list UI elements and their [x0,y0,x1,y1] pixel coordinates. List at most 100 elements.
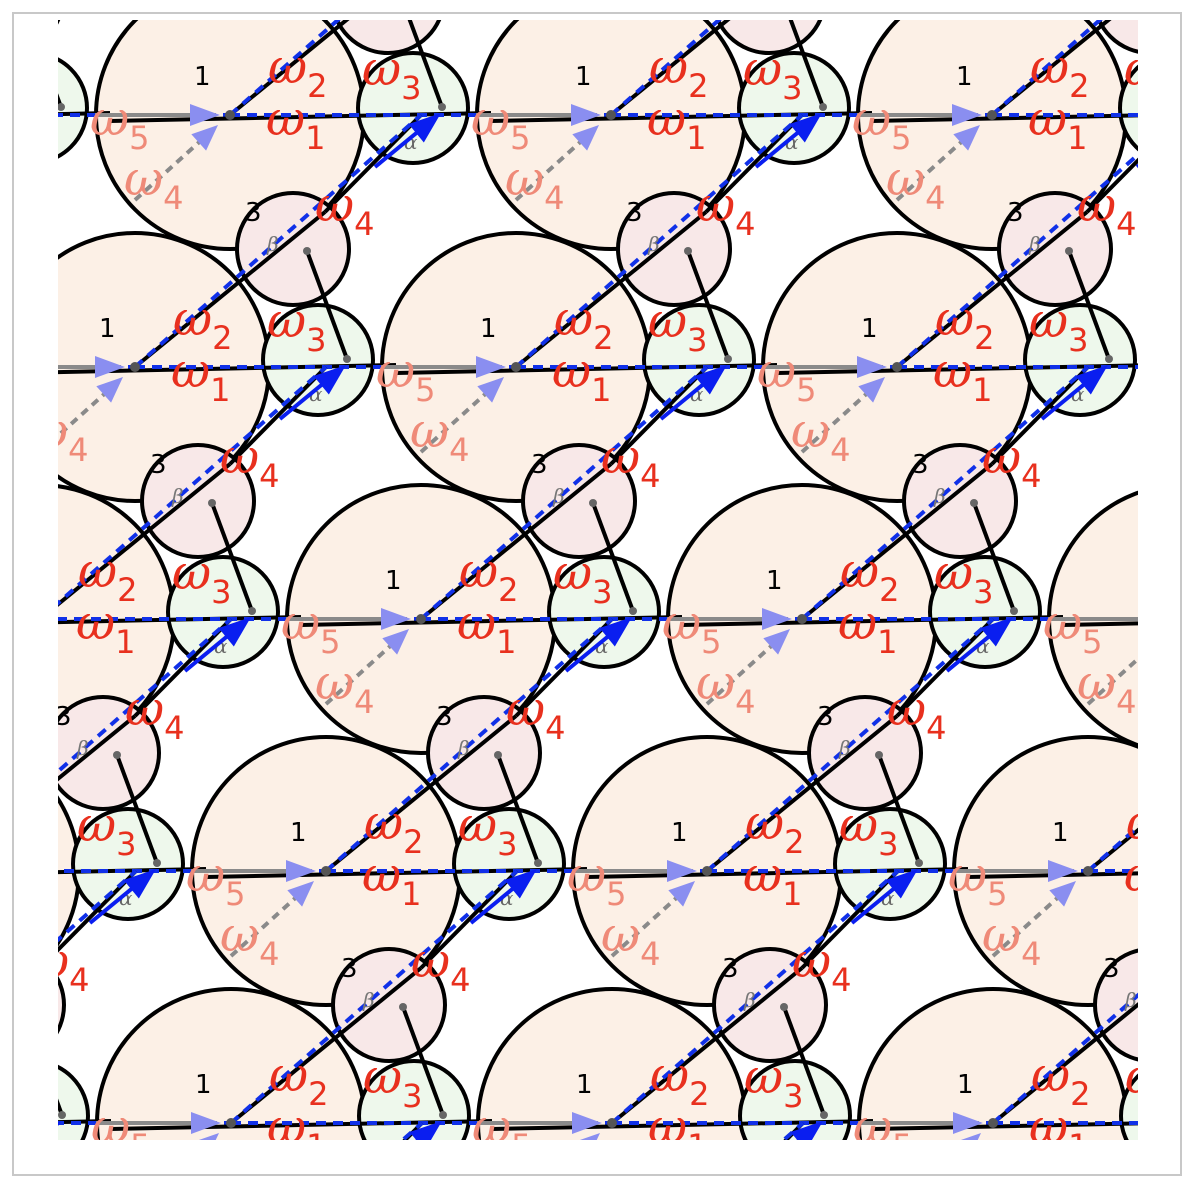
faded-arrow-diag-shaft [1183,379,1198,452]
vertex-dot-bottom [248,607,256,615]
omega-3-label: ω3 [743,41,803,107]
beta-angle-label: β [838,736,851,760]
omega-3-label: ω3 [648,293,708,359]
omega-1-label: ω1 [1029,1099,1089,1165]
small-circle-bottom [833,807,947,921]
dashed-diagonal [229,869,519,1125]
faded-arrow-diag-head [382,629,409,655]
big-circle-label: 1 [385,566,402,596]
edge-connector [972,502,1016,612]
edge-diagonal [1183,464,1198,619]
omega-4-label: ω4 [792,933,852,999]
dashed-diagonal [991,992,1138,1125]
small-circle-label: 3 [1007,198,1024,228]
beta-angle-label: β [266,232,279,256]
omega-3-label: ω3 [934,545,994,611]
small-circle-top [521,443,637,559]
vertex-dot [511,362,521,372]
vertex-dot-bottom [820,1111,828,1119]
omega-2-label: ω2 [649,39,709,105]
tile-edges [1158,115,1198,373]
faded-arrow-horiz-head [95,356,125,378]
small-circle-label: 3 [626,198,643,228]
small-circle-top [58,20,61,25]
omega-5-faded-label: ω5 [471,91,531,157]
faded-arrow-diag-head [96,377,123,403]
omega-4-label: ω4 [220,429,280,495]
small-circle-top [616,191,732,307]
edge-connector [1067,250,1111,360]
faded-arrow-horiz-head [572,1112,602,1134]
omega-2-label: ω2 [935,291,995,357]
vertex-dot-top [875,751,883,759]
big-circle-label: 1 [480,314,497,344]
omega-2-label: ω2 [269,1047,329,1113]
omega-1-label: ω1 [647,91,707,157]
edge-diagonal-upper [1183,871,1198,968]
big-circle-label: 1 [861,314,878,344]
vertex-dot-top [1065,247,1073,255]
small-circle-bottom [928,555,1042,669]
tile [1144,193,1198,501]
omega-1-label: ω1 [1028,91,1088,157]
outgoing-arrow-head [599,617,632,647]
edge-connector [496,754,540,864]
faded-arrow-diag-shaft [208,1133,219,1140]
faded-arrow-horiz-head [1048,860,1078,882]
small-circle-bottom [71,807,185,921]
small-circle-top [235,191,351,307]
vertex-dot [1178,614,1188,624]
faded-arrow-horiz-head [286,860,316,882]
vertex-dot-bottom [724,355,732,363]
big-circle-label: 1 [575,62,592,92]
small-circle-top [1096,20,1138,54]
edge-horizontal [0,365,15,373]
faded-arrow-horiz-head [190,104,220,126]
vertex-dot [607,1118,617,1128]
beta-angle-label: β [743,988,756,1012]
edge-connector [686,250,730,360]
small-circle-label: 3 [722,954,739,984]
edge-horizontal [58,867,207,875]
dashed-diagonal [419,365,709,621]
omega-4-faded-label: ω4 [1077,655,1137,721]
faded-arrow-diag-head [477,377,504,403]
vertex-dot-top [779,0,787,3]
vertex-dot-top [1160,0,1168,3]
faded-arrow-diag-head [287,881,314,907]
small-circle-top [997,191,1113,307]
vertex-dot [416,614,426,624]
omega-2-label: ω2 [0,795,43,861]
outgoing-arrow-head [504,869,537,899]
tile-edges [0,0,230,117]
omega-4-label: ω4 [1078,1185,1138,1192]
beta-angle-label: β [457,736,470,760]
small-circle-label: 3 [1103,954,1120,984]
edge-diagonal [0,0,39,115]
omega-4-label: ω4 [1173,933,1198,999]
dashed-diagonal [800,365,1090,621]
faded-arrow-diag-head [1144,629,1171,655]
vertex-dot-top [1161,1003,1169,1011]
omega-4-label: ω4 [696,177,756,243]
outgoing-arrow-head [980,617,1013,647]
vertex-dot-top [684,247,692,255]
omega-5-faded-label: ω5 [1138,343,1198,409]
small-circle-label: 3 [817,702,834,732]
omega-3-label: ω3 [0,1049,42,1115]
omega-2-label: ω2 [459,543,519,609]
omega-2-label: ω2 [840,543,900,609]
